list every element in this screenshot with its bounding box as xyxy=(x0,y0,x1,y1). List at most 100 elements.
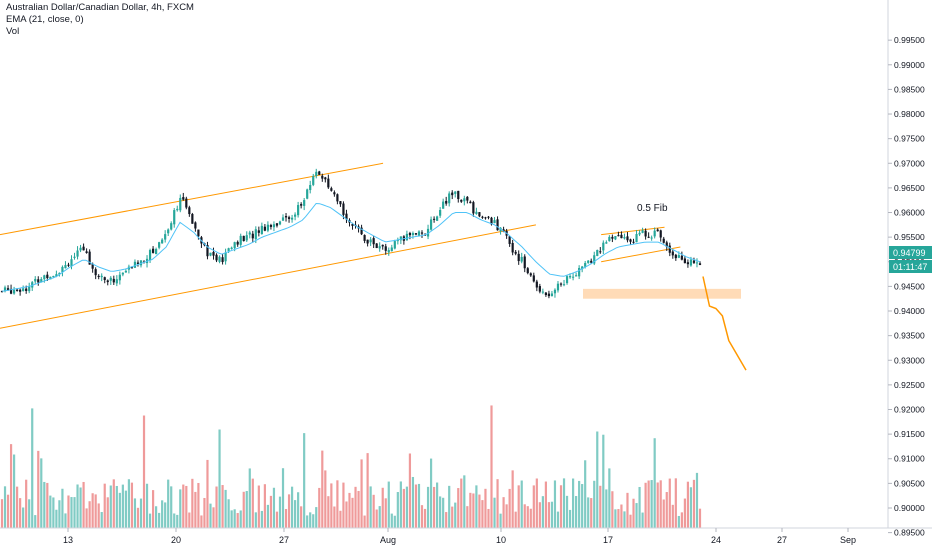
volume-bar xyxy=(463,475,466,528)
candles[interactable] xyxy=(0,168,702,299)
candle-body xyxy=(158,242,161,248)
candle-body xyxy=(526,268,529,274)
candle-body xyxy=(97,275,100,277)
y-tick-label: 0.89500 xyxy=(894,528,925,538)
channel-lower-line xyxy=(0,224,536,329)
volume-bar xyxy=(466,506,469,528)
candle-body xyxy=(556,283,560,291)
y-tick-label: 0.90000 xyxy=(894,503,925,513)
candle-body xyxy=(312,176,315,185)
candle-body xyxy=(9,288,13,294)
volume-bar xyxy=(590,498,593,528)
candle-body xyxy=(182,197,185,200)
volume-bar xyxy=(378,506,381,528)
y-tick-label: 0.93500 xyxy=(894,331,925,341)
volume-bar xyxy=(242,491,245,528)
volume-bar xyxy=(381,487,384,528)
volume-bar xyxy=(575,496,578,528)
candle-body xyxy=(647,236,650,238)
candle-body xyxy=(511,242,514,253)
volume-bar xyxy=(19,498,22,528)
projection-path[interactable] xyxy=(702,276,747,371)
candle-body xyxy=(300,204,303,206)
candle-body xyxy=(209,252,212,256)
volume-bar xyxy=(327,496,330,528)
candle-body xyxy=(517,253,520,262)
time-axis[interactable]: 13 20 27 Aug 10 17 24 27 Sep xyxy=(0,527,932,545)
volume-bar xyxy=(230,510,233,528)
volume-bar xyxy=(34,515,37,528)
volume-bar xyxy=(293,500,297,528)
candle-body xyxy=(118,274,121,281)
candle-body xyxy=(85,251,88,253)
volume-bar xyxy=(599,485,602,528)
y-tick-label: 0.92500 xyxy=(894,380,925,390)
candle-body xyxy=(457,190,460,200)
y-tick-label: 0.93000 xyxy=(894,355,925,365)
volume-bar xyxy=(671,504,674,528)
volume-bar xyxy=(315,507,318,528)
candle-body xyxy=(426,228,430,237)
countdown-label: 01:11:47 xyxy=(893,262,927,272)
volume-bar xyxy=(176,514,179,528)
volume-bar xyxy=(372,494,375,528)
candle-body xyxy=(571,276,575,278)
candle-body xyxy=(227,248,230,251)
candle-body xyxy=(330,188,333,191)
price-axis[interactable]: 0.99500 0.99000 0.98500 0.98000 0.97500 0.970… xyxy=(887,0,932,550)
candle-body xyxy=(315,171,318,176)
volume-bar xyxy=(562,478,566,528)
volume-bar xyxy=(46,482,49,528)
volume-bar xyxy=(215,486,218,528)
volume-bar xyxy=(514,511,517,528)
candle-body xyxy=(695,262,699,264)
candle-body xyxy=(535,281,538,288)
candle-body xyxy=(19,289,22,292)
candle-body xyxy=(680,255,683,260)
volume-bar xyxy=(683,498,686,528)
volume-bar xyxy=(695,472,699,528)
volume-bar xyxy=(623,511,626,528)
y-tick-label: 0.90500 xyxy=(894,478,925,488)
candle-body xyxy=(396,240,399,242)
volume-bar xyxy=(260,510,263,528)
volume-bar xyxy=(584,460,587,528)
volume-bar xyxy=(445,512,448,528)
candle-body xyxy=(417,231,421,236)
candle-body xyxy=(155,249,158,255)
candle-body xyxy=(306,189,309,199)
volume-bar xyxy=(626,492,629,528)
candle-body xyxy=(399,236,402,241)
candle-body xyxy=(665,242,668,247)
candle-body xyxy=(297,205,300,216)
candle-body xyxy=(520,256,523,262)
volume-bar xyxy=(263,484,266,528)
volume-bar xyxy=(73,497,76,528)
volume-bar xyxy=(420,505,424,528)
volume-bar xyxy=(559,485,563,528)
volume-bar xyxy=(82,481,85,528)
volume-bar xyxy=(142,415,146,528)
candle-body xyxy=(496,219,499,231)
candle-body xyxy=(242,235,245,242)
candle-body xyxy=(64,265,67,269)
volume-bar xyxy=(179,489,182,528)
volume-bar xyxy=(602,434,605,528)
candle-body xyxy=(420,232,424,234)
volume-bar xyxy=(375,509,378,528)
candle-body xyxy=(139,260,143,266)
candle-body xyxy=(659,230,662,238)
volume-bar xyxy=(535,478,538,528)
candle-body xyxy=(523,256,526,269)
volume-bar xyxy=(206,459,209,528)
volume-bar xyxy=(67,495,70,528)
candle-body xyxy=(0,291,4,293)
volume-bar xyxy=(318,487,321,528)
volume-bar xyxy=(493,497,496,528)
volume-bar xyxy=(188,512,191,528)
candle-body xyxy=(55,274,58,277)
candle-body xyxy=(321,175,324,179)
volume-bar xyxy=(245,490,248,528)
candle-body xyxy=(683,258,686,264)
